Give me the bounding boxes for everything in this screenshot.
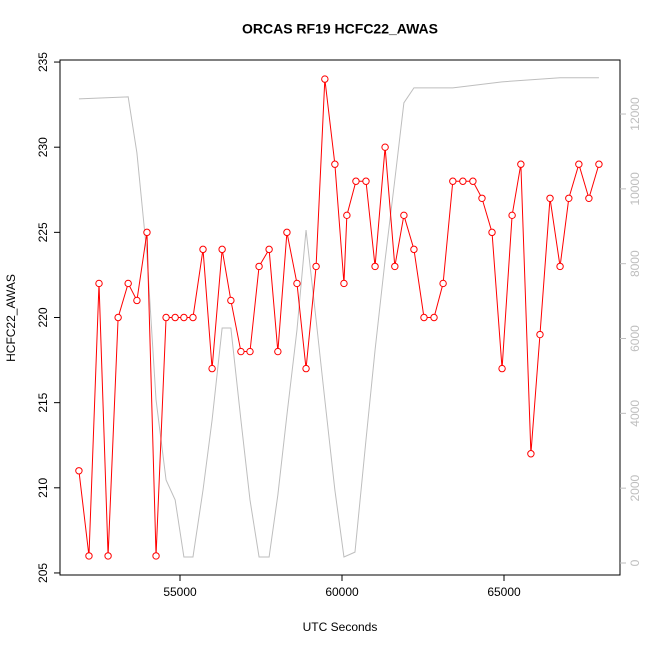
y2-tick-label: 4000 xyxy=(628,400,642,427)
data-point xyxy=(391,262,399,271)
data-point xyxy=(420,313,428,322)
data-point xyxy=(133,296,141,305)
data-point xyxy=(143,228,151,237)
data-point xyxy=(536,330,544,339)
data-point xyxy=(75,467,83,475)
y2-tick-label: 8000 xyxy=(628,250,642,277)
data-point xyxy=(114,313,122,322)
data-point xyxy=(546,194,554,202)
y2-tick-label: 0 xyxy=(628,559,642,566)
series-line xyxy=(78,79,600,556)
data-point xyxy=(283,228,291,237)
data-point xyxy=(488,228,496,237)
data-point xyxy=(430,313,438,322)
data-point xyxy=(124,279,132,288)
x-tick-label: 65000 xyxy=(487,585,521,599)
data-point xyxy=(565,194,573,202)
y2-tick-label: 10000 xyxy=(628,172,642,206)
data-point xyxy=(152,552,160,560)
data-point xyxy=(189,313,197,322)
y-tick-label: 220 xyxy=(36,307,50,327)
chart-title: ORCAS RF19 HCFC22_AWAS xyxy=(242,21,438,37)
data-point xyxy=(227,296,235,305)
data-point xyxy=(371,262,379,271)
data-point xyxy=(449,177,457,185)
data-point xyxy=(595,160,603,168)
data-point xyxy=(362,177,370,185)
data-point xyxy=(469,177,477,185)
data-point xyxy=(381,143,389,151)
data-point xyxy=(459,177,467,185)
y2-tick-label: 2000 xyxy=(628,474,642,501)
data-point xyxy=(208,364,216,373)
data-point xyxy=(585,194,593,202)
data-point xyxy=(218,245,226,254)
data-point xyxy=(171,313,179,322)
data-point xyxy=(331,160,339,168)
series-line xyxy=(78,77,599,558)
data-point xyxy=(265,245,273,254)
y-axis-label: HCFC22_AWAS xyxy=(4,274,18,362)
y2-tick-label: 12000 xyxy=(628,97,642,131)
data-point xyxy=(85,552,93,560)
data-point xyxy=(321,75,329,83)
data-point xyxy=(180,313,188,322)
data-point xyxy=(340,279,348,288)
y-tick-label: 230 xyxy=(36,137,50,157)
data-point xyxy=(343,211,351,220)
data-point xyxy=(95,279,103,288)
data-point xyxy=(400,211,408,220)
data-point xyxy=(352,177,360,185)
data-point xyxy=(237,347,245,356)
data-point xyxy=(104,552,112,560)
x-tick-label: 55000 xyxy=(163,585,197,599)
data-point xyxy=(302,364,310,373)
data-point xyxy=(410,245,418,254)
y2-tick-label: 6000 xyxy=(628,325,642,352)
data-point xyxy=(517,160,525,168)
y-tick-label: 235 xyxy=(36,52,50,72)
data-point xyxy=(508,211,516,220)
y-tick-label: 210 xyxy=(36,477,50,497)
y-tick-label: 205 xyxy=(36,563,50,583)
data-point xyxy=(293,279,301,288)
y-tick-label: 225 xyxy=(36,222,50,242)
data-point xyxy=(556,262,564,271)
data-point xyxy=(498,364,506,373)
data-point xyxy=(312,262,320,271)
data-point xyxy=(575,160,583,168)
plot-box xyxy=(59,59,621,576)
y-tick-label: 215 xyxy=(36,392,50,412)
x-tick-label: 60000 xyxy=(325,585,359,599)
data-point xyxy=(162,313,170,322)
data-point xyxy=(246,347,254,356)
x-axis-label: UTC Seconds xyxy=(303,620,378,634)
data-point xyxy=(255,262,263,271)
data-point xyxy=(527,450,535,458)
data-point xyxy=(439,279,447,288)
data-point xyxy=(199,245,207,254)
data-point xyxy=(478,194,486,202)
data-point xyxy=(274,347,282,356)
